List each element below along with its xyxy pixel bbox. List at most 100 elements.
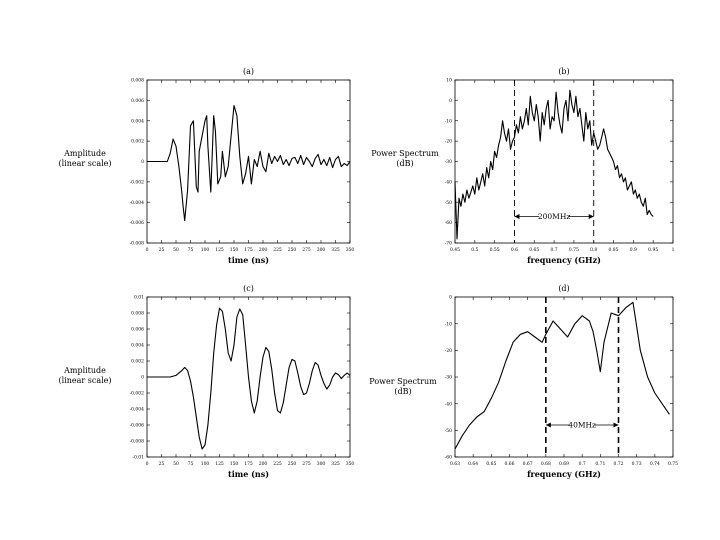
y-tick-label: 0.004 <box>131 343 144 349</box>
y-tick-label: 0.01 <box>134 295 144 301</box>
x-tick-label: 250 <box>288 461 297 467</box>
y-tick-label: -0.008 <box>130 439 145 445</box>
x-tick-label: 0.74 <box>650 461 660 467</box>
x-tick-label: 0.69 <box>559 461 569 467</box>
y-axis-label: Amplitude <box>63 366 106 375</box>
x-tick-label: 100 <box>201 247 210 253</box>
y-axis-label: Power Spectrum <box>371 149 439 158</box>
x-tick-label: 350 <box>346 247 355 253</box>
x-tick-label: 0.65 <box>529 247 539 253</box>
bandwidth-label: 200MHz <box>538 212 571 221</box>
x-tick-label: 300 <box>317 247 326 253</box>
y-tick-label: -10 <box>445 118 452 124</box>
x-tick-label: 0 <box>146 247 149 253</box>
x-tick-label: 0.7 <box>579 461 586 467</box>
x-tick-label: 0.66 <box>504 461 514 467</box>
x-tick-label: 0.75 <box>668 461 678 467</box>
y-tick-label: -70 <box>445 241 452 247</box>
y-tick-label: 0.004 <box>131 118 144 124</box>
x-tick-label: 325 <box>331 247 340 253</box>
y-axis-label: (dB) <box>396 159 413 168</box>
y-tick-label: -40 <box>445 179 452 185</box>
y-axis-label: Power Spectrum <box>369 377 437 386</box>
y-tick-label: -0.008 <box>130 241 145 247</box>
x-tick-label: 250 <box>288 247 297 253</box>
arrowhead-right <box>613 422 619 428</box>
x-tick-label: 125 <box>215 247 224 253</box>
x-tick-label: 0.73 <box>632 461 642 467</box>
y-tick-label: 10 <box>446 78 452 84</box>
chart-panel-a: (a) 0 25 50 75 100 125 150 175 200 225 250 275 300 325… <box>58 67 354 265</box>
series-line <box>147 104 351 222</box>
y-axis-label: (linear scale) <box>58 159 111 168</box>
x-tick-label: 0.68 <box>541 461 551 467</box>
x-tick-label: 50 <box>173 247 179 253</box>
panel-title: (d) <box>558 284 569 293</box>
panel-title: (a) <box>243 67 254 76</box>
y-tick-label: -0.004 <box>130 200 145 206</box>
y-tick-label: -0.006 <box>130 423 145 429</box>
bandwidth-label-bg <box>569 420 595 429</box>
y-tick-label: -20 <box>445 139 452 145</box>
arrowhead-left <box>514 214 520 220</box>
x-tick-label: 0.6 <box>511 247 518 253</box>
y-tick-label: 0.002 <box>131 359 144 365</box>
x-tick-label: 150 <box>230 461 239 467</box>
x-tick-label: 75 <box>188 247 194 253</box>
x-tick-label: 1 <box>672 247 675 253</box>
y-axis-label: (linear scale) <box>58 376 111 385</box>
arrowhead-left <box>545 422 551 428</box>
y-tick-label: -30 <box>445 375 452 381</box>
chart-panel-d: (d) 0.63 0.64 0.65 0.66 0.67 0.68 0.69 0.7 0.71 0.… <box>369 284 678 479</box>
x-tick-label: 0.67 <box>523 461 533 467</box>
y-tick-label: 0 <box>141 159 144 165</box>
x-tick-label: 275 <box>302 461 311 467</box>
chart-panel-c: (c) 0 25 50 75 100 125 150 175 200 225 250 275 300 325… <box>58 284 354 479</box>
x-tick-label: 0.75 <box>569 247 579 253</box>
y-tick-label: -60 <box>445 220 452 226</box>
y-tick-label: 0.008 <box>131 78 144 84</box>
x-tick-label: 325 <box>331 461 340 467</box>
x-tick-label: 200 <box>259 461 268 467</box>
y-axis-label: (dB) <box>394 387 411 396</box>
y-tick-label: -10 <box>445 321 452 327</box>
y-tick-label: -40 <box>445 401 452 407</box>
x-tick-label: 150 <box>230 247 239 253</box>
y-tick-label: 0 <box>449 98 452 104</box>
chart-panel-b: (b) 0.45 0.5 0.55 0.6 0.65 0.7 0.75 0.8 0.85 0.9 0.… <box>371 67 674 265</box>
x-tick-label: 100 <box>201 461 210 467</box>
series-line <box>454 89 654 240</box>
bandwidth-label-bg <box>539 211 569 221</box>
x-tick-label: 275 <box>302 247 311 253</box>
x-tick-label: 175 <box>244 461 253 467</box>
y-tick-label: 0 <box>141 375 144 381</box>
y-tick-label: -20 <box>445 348 452 354</box>
x-tick-label: 0.8 <box>590 247 597 253</box>
x-axis-label: frequency (GHz) <box>527 469 601 479</box>
arrowhead-right <box>588 214 594 220</box>
x-tick-label: 0.64 <box>468 461 478 467</box>
x-tick-label: 0.7 <box>551 247 558 253</box>
panel-title: (b) <box>558 67 569 76</box>
y-tick-label: -0.01 <box>132 455 144 461</box>
y-tick-label: 0 <box>449 295 452 301</box>
y-tick-label: -30 <box>445 159 452 165</box>
x-tick-label: 0 <box>146 461 149 467</box>
x-tick-label: 0.9 <box>630 247 637 253</box>
x-tick-label: 75 <box>188 461 194 467</box>
y-tick-label: 0.008 <box>131 311 144 317</box>
x-tick-label: 0.71 <box>595 461 605 467</box>
x-tick-label: 25 <box>159 247 165 253</box>
x-tick-label: 0.55 <box>490 247 500 253</box>
x-tick-label: 125 <box>215 461 224 467</box>
x-axis-label: time (ns) <box>228 469 269 479</box>
x-tick-label: 50 <box>173 461 179 467</box>
y-tick-label: -50 <box>445 200 452 206</box>
y-tick-label: -0.002 <box>130 179 145 185</box>
x-tick-label: 25 <box>159 461 165 467</box>
x-tick-label: 225 <box>273 461 282 467</box>
x-tick-label: 200 <box>259 247 268 253</box>
x-tick-label: 0.5 <box>471 247 478 253</box>
x-tick-label: 175 <box>244 247 253 253</box>
